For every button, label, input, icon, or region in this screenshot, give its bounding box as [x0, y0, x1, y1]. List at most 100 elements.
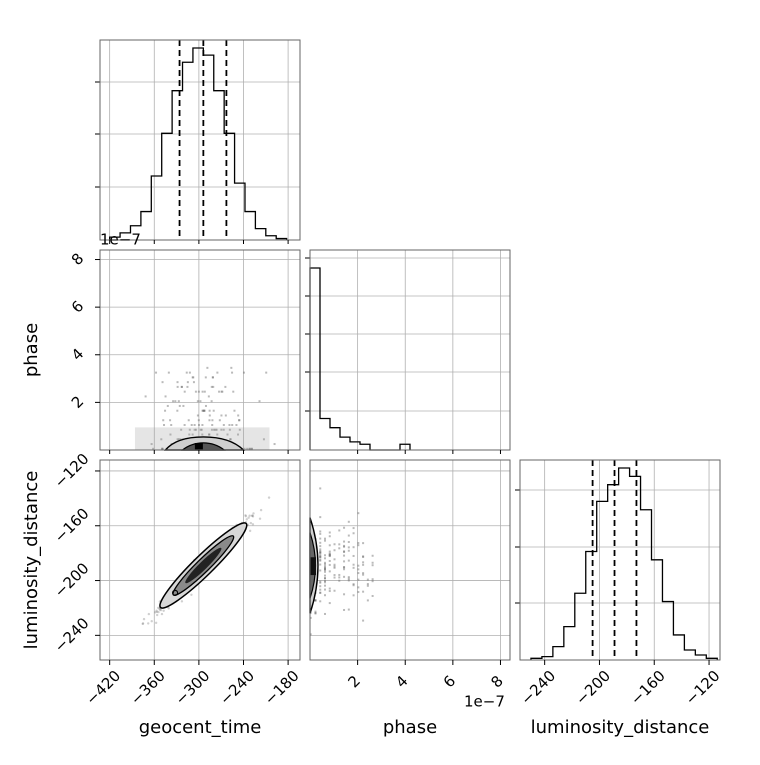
sample-point — [180, 428, 183, 431]
sample-point — [155, 371, 158, 374]
sample-point — [246, 447, 249, 450]
sample-point — [319, 541, 322, 544]
sample-point — [319, 559, 322, 562]
sample-point — [215, 428, 218, 431]
sample-point — [324, 577, 326, 580]
sample-point — [362, 590, 365, 593]
sample-point — [347, 534, 350, 537]
phase-y-tick-label: 6 — [68, 297, 87, 316]
sample-point — [319, 558, 322, 561]
sample-point — [314, 612, 317, 615]
ld-vs-gt-isolated-contour — [171, 589, 179, 596]
sample-point — [243, 447, 246, 450]
sample-point — [210, 428, 213, 431]
sample-point — [357, 591, 360, 594]
sample-point — [238, 419, 241, 422]
sample-point — [324, 588, 326, 591]
sample-point — [362, 542, 365, 545]
sample-point — [324, 577, 326, 580]
sample-point — [249, 521, 253, 525]
sample-point — [343, 544, 346, 547]
sample-point — [231, 371, 234, 374]
sample-point — [324, 563, 326, 566]
sample-point — [265, 371, 268, 374]
sample-point — [352, 584, 355, 587]
sample-point — [333, 566, 336, 569]
sample-point — [319, 545, 322, 548]
sample-point — [319, 549, 322, 552]
sample-point — [366, 583, 369, 586]
sample-point — [352, 546, 355, 549]
sample-point — [198, 424, 201, 426]
sample-point — [328, 552, 331, 555]
sample-point — [319, 537, 322, 540]
sample-point — [319, 585, 322, 588]
sample-point — [319, 516, 322, 519]
sample-point — [229, 438, 232, 441]
sample-point — [169, 433, 172, 436]
sample-point — [258, 400, 261, 403]
sample-point — [153, 611, 157, 614]
sample-point — [362, 619, 365, 622]
phase-x-tick-label: 6 — [440, 672, 459, 691]
sample-point — [324, 557, 326, 560]
sample-point — [324, 612, 326, 615]
sample-point — [220, 428, 223, 431]
sample-point — [314, 599, 317, 602]
sample-point — [150, 620, 153, 623]
sample-point — [220, 390, 223, 393]
sample-point — [309, 616, 312, 619]
sample-point — [161, 447, 164, 450]
sample-point — [191, 376, 194, 379]
sample-point — [204, 376, 207, 379]
sample-point — [324, 565, 326, 568]
sample-point — [176, 438, 179, 441]
phase-vs-gt-contour-inner — [180, 442, 226, 451]
sample-point — [237, 433, 240, 436]
sample-point — [194, 390, 197, 393]
sample-point — [324, 566, 326, 569]
sample-point — [319, 556, 322, 559]
sample-point — [155, 613, 159, 617]
sample-point — [157, 610, 160, 614]
sample-point — [161, 447, 164, 450]
sample-point — [333, 576, 336, 579]
gt-x-tick-label: −300 — [172, 667, 214, 709]
sample-point — [319, 600, 322, 603]
sample-point — [347, 577, 350, 580]
sample-point — [191, 433, 194, 436]
sample-point — [193, 424, 196, 426]
sample-point — [324, 554, 326, 557]
sample-point — [343, 575, 346, 578]
sample-point — [328, 602, 331, 605]
sample-point — [371, 564, 374, 567]
sample-point — [188, 433, 191, 436]
phase-x-axis-label: phase — [383, 717, 437, 738]
gt-x-tick-label: −180 — [261, 667, 303, 709]
sample-point — [141, 622, 145, 625]
sample-point — [319, 556, 322, 559]
sample-point — [248, 514, 251, 517]
sample-point — [314, 610, 317, 613]
sample-point — [211, 419, 214, 422]
sample-point — [164, 395, 167, 398]
sample-point — [328, 570, 331, 573]
sample-point — [324, 584, 326, 587]
sample-point — [150, 443, 153, 446]
sample-point — [319, 530, 322, 533]
sample-point — [328, 550, 331, 553]
sample-point — [328, 553, 331, 556]
sample-point — [319, 551, 322, 554]
sample-point — [338, 573, 341, 576]
sample-point — [343, 568, 346, 571]
sample-point — [174, 400, 177, 403]
sample-point — [222, 424, 225, 426]
sample-point — [182, 404, 185, 407]
sample-point — [357, 572, 360, 575]
sample-point — [176, 385, 179, 388]
sample-point — [201, 409, 204, 412]
sample-point — [177, 438, 180, 441]
sample-point — [158, 608, 162, 611]
sample-point — [201, 433, 204, 436]
